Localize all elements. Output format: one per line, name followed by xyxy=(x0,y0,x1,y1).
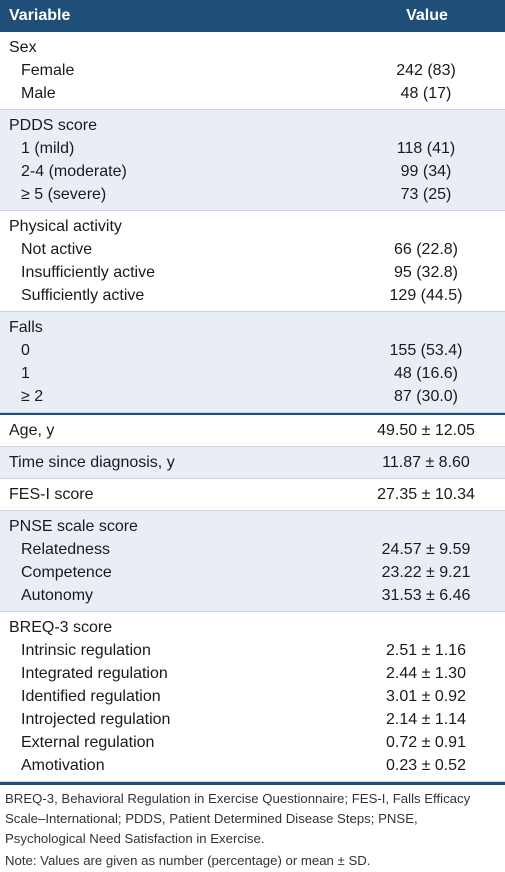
row-label: Competence xyxy=(21,564,112,581)
row-value: 0.72 ± 0.91 xyxy=(386,734,466,751)
row-label: Amotivation xyxy=(21,757,105,774)
row-value: 2.51 ± 1.16 xyxy=(386,642,466,659)
row-value: 2.44 ± 1.30 xyxy=(386,665,466,682)
row-value: 73 (25) xyxy=(400,186,452,203)
table-row: Relatedness 24.57 ± 9.59 xyxy=(0,538,505,561)
table-row: Intrinsic regulation 2.51 ± 1.16 xyxy=(0,639,505,662)
table-row: Amotivation 0.23 ± 0.52 xyxy=(0,754,505,777)
single-variable-row: Age, y 49.50 ± 12.05 xyxy=(0,413,505,447)
row-label: 1 xyxy=(21,365,30,382)
group-title: PDDS score xyxy=(9,117,98,134)
row-value: 2.14 ± 1.14 xyxy=(386,711,466,728)
value-column-header: Value xyxy=(406,7,448,24)
row-label: 1 (mild) xyxy=(21,140,75,157)
variable-column-header: Variable xyxy=(9,7,71,24)
table-row: Autonomy 31.53 ± 6.46 xyxy=(0,584,505,607)
row-value: 49.50 ± 12.05 xyxy=(377,422,475,439)
values-note: Note: Values are given as number (percen… xyxy=(5,853,371,868)
row-value: 99 (34) xyxy=(400,163,452,180)
row-label: FES-I score xyxy=(9,486,94,503)
row-label: Introjected regulation xyxy=(21,711,171,728)
table-row: Female 242 (83) xyxy=(0,59,505,82)
row-value: 95 (32.8) xyxy=(393,264,459,281)
table-row: 2-4 (moderate) 99 (34) xyxy=(0,160,505,183)
row-value: 11.87 ± 8.60 xyxy=(382,454,470,471)
table-row: 1 48 (16.6) xyxy=(0,362,505,385)
categorical-groups: Sex Female 242 (83) Male 48 (17) PDDS score 1 … xyxy=(0,32,505,413)
single-variable-row: Time since diagnosis, y 11.87 ± 8.60 xyxy=(0,447,505,479)
row-label: 0 xyxy=(21,342,30,359)
table-row: Not active 66 (22.8) xyxy=(0,238,505,261)
continuous-singles: Age, y 49.50 ± 12.05 Time since diagnosis,… xyxy=(0,413,505,511)
table-header: Variable Value xyxy=(0,0,505,32)
row-value: 87 (30.0) xyxy=(393,388,459,405)
table-row: 1 (mild) 118 (41) xyxy=(0,137,505,160)
row-value: 0.23 ± 0.52 xyxy=(386,757,466,774)
row-label: Integrated regulation xyxy=(21,665,168,682)
row-value: 24.57 ± 9.59 xyxy=(381,541,471,558)
table-row: 0 155 (53.4) xyxy=(0,339,505,362)
variable-group: PNSE scale score Relatedness 24.57 ± 9.59 C… xyxy=(0,511,505,612)
row-value: 27.35 ± 10.34 xyxy=(377,486,475,503)
table-row: Time since diagnosis, y 11.87 ± 8.60 xyxy=(0,452,505,474)
table-row: Age, y 49.50 ± 12.05 xyxy=(0,420,505,442)
variable-group: Falls 0 155 (53.4) 1 48 (16.6) ≥ 2 87 (30.0) xyxy=(0,312,505,413)
table-row: Integrated regulation 2.44 ± 1.30 xyxy=(0,662,505,685)
row-value: 242 (83) xyxy=(396,62,456,79)
row-value: 23.22 ± 9.21 xyxy=(381,564,471,581)
table-row: ≥ 5 (severe) 73 (25) xyxy=(0,183,505,206)
single-variable-row: FES-I score 27.35 ± 10.34 xyxy=(0,479,505,511)
row-value: 66 (22.8) xyxy=(393,241,459,258)
row-label: Identified regulation xyxy=(21,688,161,705)
row-value: 118 (41) xyxy=(396,140,456,157)
group-title: Falls xyxy=(9,319,43,336)
variable-group: BREQ-3 score Intrinsic regulation 2.51 ± 1… xyxy=(0,612,505,782)
row-value: 48 (17) xyxy=(400,85,452,102)
table-row: Identified regulation 3.01 ± 0.92 xyxy=(0,685,505,708)
table-row: Competence 23.22 ± 9.21 xyxy=(0,561,505,584)
row-label: Not active xyxy=(21,241,93,258)
row-label: ≥ 5 (severe) xyxy=(21,186,107,203)
variable-group: PDDS score 1 (mild) 118 (41) 2-4 (moderate)… xyxy=(0,110,505,211)
row-label: Age, y xyxy=(9,422,55,439)
row-label: Autonomy xyxy=(21,587,94,604)
row-label: Intrinsic regulation xyxy=(21,642,151,659)
row-label: External regulation xyxy=(21,734,155,751)
row-label: 2-4 (moderate) xyxy=(21,163,127,180)
row-value: 48 (16.6) xyxy=(393,365,459,382)
group-title: BREQ-3 score xyxy=(9,619,113,636)
group-title: PNSE scale score xyxy=(9,518,138,535)
group-title: Physical activity xyxy=(9,218,122,235)
table-row: Male 48 (17) xyxy=(0,82,505,105)
table-row: Insufficiently active 95 (32.8) xyxy=(0,261,505,284)
row-label: Relatedness xyxy=(21,541,110,558)
row-label: Sufficiently active xyxy=(21,287,145,304)
table-row: ≥ 2 87 (30.0) xyxy=(0,385,505,408)
variable-group: Sex Female 242 (83) Male 48 (17) xyxy=(0,32,505,110)
row-label: ≥ 2 xyxy=(21,388,44,405)
row-value: 3.01 ± 0.92 xyxy=(386,688,466,705)
table-row: External regulation 0.72 ± 0.91 xyxy=(0,731,505,754)
table-row: Introjected regulation 2.14 ± 1.14 xyxy=(0,708,505,731)
row-value: 155 (53.4) xyxy=(389,342,463,359)
variable-group: Physical activity Not active 66 (22.8) Insu… xyxy=(0,211,505,312)
row-label: Female xyxy=(21,62,75,79)
scale-groups: PNSE scale score Relatedness 24.57 ± 9.59 C… xyxy=(0,511,505,782)
row-value: 129 (44.5) xyxy=(389,287,463,304)
table-row: Sufficiently active 129 (44.5) xyxy=(0,284,505,307)
table-row: FES-I score 27.35 ± 10.34 xyxy=(0,484,505,506)
group-title: Sex xyxy=(9,39,37,56)
table-bottom-rule xyxy=(0,782,505,785)
row-label: Insufficiently active xyxy=(21,264,155,281)
abbreviations-footnote: BREQ-3, Behavioral Regulation in Exercis… xyxy=(5,791,471,846)
row-label: Time since diagnosis, y xyxy=(9,454,175,471)
row-label: Male xyxy=(21,85,56,102)
row-value: 31.53 ± 6.46 xyxy=(381,587,471,604)
